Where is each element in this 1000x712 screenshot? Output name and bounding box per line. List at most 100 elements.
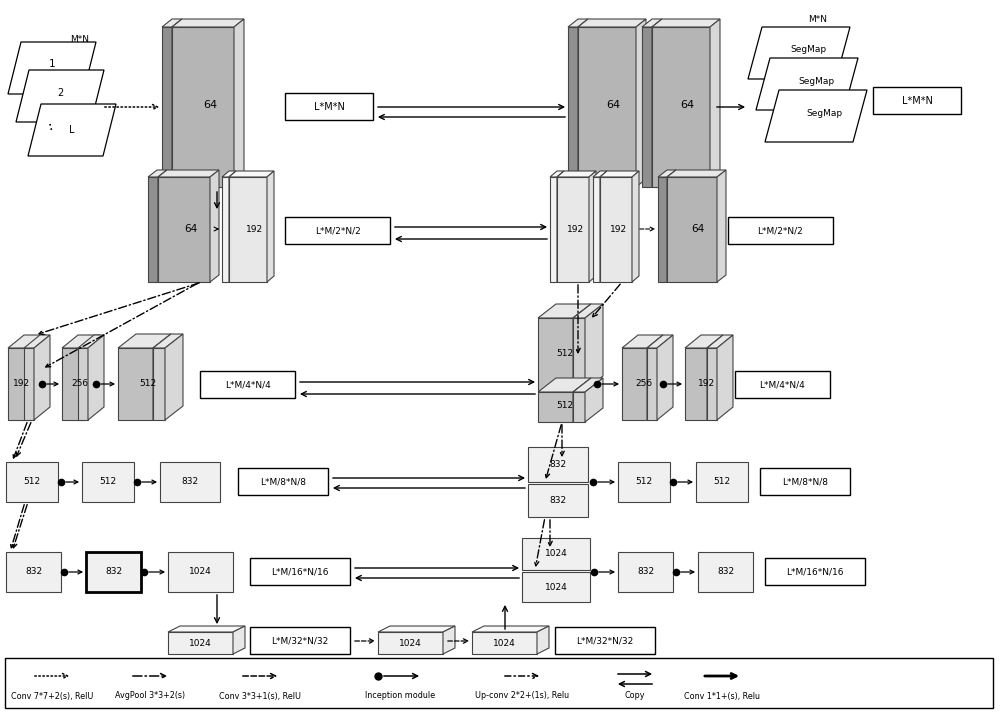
Text: 2: 2 bbox=[57, 88, 63, 98]
Polygon shape bbox=[550, 171, 564, 177]
Text: Conv 1*1+(s), Relu: Conv 1*1+(s), Relu bbox=[684, 691, 760, 701]
Text: L*M/8*N/8: L*M/8*N/8 bbox=[260, 478, 306, 486]
Polygon shape bbox=[667, 170, 676, 282]
Text: 512: 512 bbox=[139, 379, 157, 389]
Bar bbox=[5, 658, 993, 708]
Text: 512: 512 bbox=[556, 402, 574, 411]
Text: M*N: M*N bbox=[808, 14, 828, 23]
Text: 1024: 1024 bbox=[399, 639, 422, 647]
Polygon shape bbox=[222, 177, 229, 282]
Polygon shape bbox=[632, 171, 639, 282]
Polygon shape bbox=[550, 177, 557, 282]
Text: 1024: 1024 bbox=[189, 639, 212, 647]
Text: 832: 832 bbox=[549, 496, 567, 505]
Polygon shape bbox=[652, 27, 710, 187]
Bar bbox=[522, 572, 590, 602]
Polygon shape bbox=[578, 19, 588, 187]
Text: 832: 832 bbox=[105, 567, 122, 577]
Bar bbox=[873, 87, 961, 114]
Bar bbox=[528, 447, 588, 482]
Polygon shape bbox=[573, 392, 585, 422]
Polygon shape bbox=[622, 348, 647, 420]
Bar bbox=[728, 217, 833, 244]
Polygon shape bbox=[118, 334, 171, 348]
Text: 64: 64 bbox=[691, 224, 705, 234]
Text: 192: 192 bbox=[13, 379, 31, 389]
Polygon shape bbox=[568, 27, 578, 187]
Polygon shape bbox=[538, 392, 573, 422]
Polygon shape bbox=[165, 334, 183, 420]
Text: 192: 192 bbox=[567, 224, 585, 234]
Polygon shape bbox=[229, 177, 267, 282]
Polygon shape bbox=[622, 335, 663, 348]
Polygon shape bbox=[573, 304, 603, 318]
Text: SegMap: SegMap bbox=[790, 46, 826, 55]
Text: 832: 832 bbox=[717, 567, 734, 577]
Polygon shape bbox=[158, 177, 210, 282]
Text: 256: 256 bbox=[635, 379, 653, 389]
Polygon shape bbox=[593, 171, 607, 177]
Polygon shape bbox=[8, 42, 96, 94]
Text: 1: 1 bbox=[49, 59, 55, 69]
Polygon shape bbox=[537, 626, 549, 654]
Text: L*M/4*N/4: L*M/4*N/4 bbox=[760, 380, 805, 389]
Polygon shape bbox=[168, 632, 233, 654]
Polygon shape bbox=[589, 171, 596, 282]
Polygon shape bbox=[578, 27, 636, 187]
Text: L*M/4*N/4: L*M/4*N/4 bbox=[225, 380, 270, 389]
Text: 1024: 1024 bbox=[189, 567, 212, 577]
Text: 192: 192 bbox=[698, 379, 716, 389]
Polygon shape bbox=[88, 335, 104, 420]
Polygon shape bbox=[472, 632, 537, 654]
Polygon shape bbox=[717, 335, 733, 420]
Polygon shape bbox=[8, 348, 30, 420]
Text: Up-conv 2*2+(1s), Relu: Up-conv 2*2+(1s), Relu bbox=[475, 691, 569, 701]
Polygon shape bbox=[557, 171, 564, 282]
Polygon shape bbox=[756, 58, 858, 110]
Polygon shape bbox=[16, 70, 104, 122]
Text: Conv 7*7+2(s), RelU: Conv 7*7+2(s), RelU bbox=[11, 691, 93, 701]
Polygon shape bbox=[172, 19, 244, 27]
Bar bbox=[285, 217, 390, 244]
Polygon shape bbox=[557, 171, 596, 177]
Polygon shape bbox=[538, 378, 591, 392]
Polygon shape bbox=[84, 335, 100, 420]
Polygon shape bbox=[710, 19, 720, 187]
Polygon shape bbox=[34, 335, 50, 420]
Text: 256: 256 bbox=[71, 379, 89, 389]
Bar bbox=[6, 462, 58, 502]
Bar bbox=[618, 462, 670, 502]
Text: 64: 64 bbox=[680, 100, 694, 110]
Text: 832: 832 bbox=[181, 478, 199, 486]
Bar bbox=[698, 552, 753, 592]
Text: L*M/8*N/8: L*M/8*N/8 bbox=[782, 478, 828, 486]
Text: Conv 3*3+1(s), RelU: Conv 3*3+1(s), RelU bbox=[219, 691, 301, 701]
Polygon shape bbox=[538, 318, 573, 390]
Text: 512: 512 bbox=[713, 478, 731, 486]
Text: 512: 512 bbox=[23, 478, 41, 486]
Bar bbox=[618, 552, 673, 592]
Polygon shape bbox=[148, 177, 158, 282]
Polygon shape bbox=[28, 104, 116, 156]
Polygon shape bbox=[62, 335, 100, 348]
Polygon shape bbox=[8, 335, 46, 348]
Text: L: L bbox=[69, 125, 75, 135]
Polygon shape bbox=[658, 170, 676, 177]
Text: AvgPool 3*3+2(s): AvgPool 3*3+2(s) bbox=[115, 691, 185, 701]
Polygon shape bbox=[578, 19, 646, 27]
Text: 512: 512 bbox=[635, 478, 653, 486]
Polygon shape bbox=[153, 334, 171, 420]
Text: L*M/2*N/2: L*M/2*N/2 bbox=[758, 226, 803, 236]
Text: 64: 64 bbox=[606, 100, 620, 110]
Polygon shape bbox=[162, 27, 172, 187]
Polygon shape bbox=[685, 348, 707, 420]
Text: M*N: M*N bbox=[70, 36, 90, 44]
Text: L*M*N: L*M*N bbox=[314, 102, 344, 112]
Polygon shape bbox=[229, 171, 274, 177]
Polygon shape bbox=[647, 335, 663, 420]
Polygon shape bbox=[472, 626, 549, 632]
Text: L*M/16*N/16: L*M/16*N/16 bbox=[786, 567, 844, 577]
Polygon shape bbox=[600, 171, 639, 177]
Polygon shape bbox=[24, 348, 34, 420]
Polygon shape bbox=[707, 335, 723, 420]
